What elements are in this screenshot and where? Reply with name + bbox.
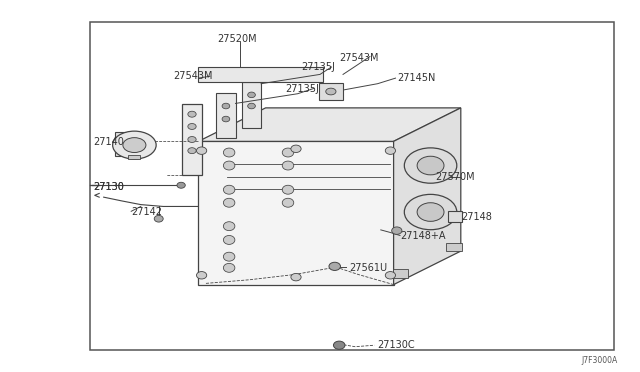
Text: 27543M: 27543M [339, 53, 379, 62]
Text: 27135J: 27135J [301, 62, 335, 72]
Ellipse shape [223, 222, 235, 231]
Ellipse shape [196, 272, 207, 279]
Polygon shape [115, 132, 126, 156]
Ellipse shape [223, 185, 235, 194]
Ellipse shape [113, 131, 156, 159]
Bar [393, 269, 408, 278]
Text: 27140: 27140 [93, 137, 124, 147]
Ellipse shape [223, 148, 235, 157]
Ellipse shape [223, 235, 235, 244]
Ellipse shape [223, 252, 235, 261]
Ellipse shape [392, 227, 402, 234]
Text: 27543M: 27543M [173, 71, 212, 81]
Polygon shape [198, 108, 461, 141]
Polygon shape [394, 108, 461, 285]
Ellipse shape [223, 263, 235, 272]
Ellipse shape [417, 156, 444, 175]
Text: 27148: 27148 [461, 212, 492, 221]
Ellipse shape [223, 198, 235, 207]
Bar [319, 83, 343, 100]
Ellipse shape [154, 215, 163, 222]
Ellipse shape [177, 182, 186, 188]
Text: J7F3000A: J7F3000A [581, 356, 618, 365]
Ellipse shape [404, 195, 457, 230]
Text: 27561U: 27561U [349, 263, 388, 273]
Text: 27148+A: 27148+A [400, 231, 445, 241]
Ellipse shape [223, 161, 235, 170]
Ellipse shape [188, 148, 196, 154]
Ellipse shape [291, 145, 301, 153]
Ellipse shape [404, 148, 457, 183]
Ellipse shape [329, 262, 340, 270]
Bar [128, 155, 140, 159]
Ellipse shape [188, 111, 196, 117]
Ellipse shape [326, 88, 336, 95]
Bar [90, 22, 614, 350]
Bar [448, 211, 462, 222]
Text: 27130: 27130 [93, 182, 124, 192]
Ellipse shape [123, 138, 146, 153]
Bar [198, 67, 323, 82]
Ellipse shape [282, 161, 294, 170]
Bar [447, 243, 462, 251]
Text: 27520M: 27520M [218, 34, 257, 44]
Ellipse shape [248, 92, 255, 98]
Text: 27145N: 27145N [397, 73, 435, 83]
Text: 27130: 27130 [93, 182, 124, 192]
Text: 27142: 27142 [131, 207, 162, 217]
Ellipse shape [222, 103, 230, 109]
Ellipse shape [333, 341, 345, 349]
Ellipse shape [222, 116, 230, 122]
Ellipse shape [282, 185, 294, 194]
Bar [242, 82, 261, 128]
Polygon shape [198, 141, 394, 285]
Ellipse shape [282, 148, 294, 157]
Ellipse shape [188, 124, 196, 129]
Ellipse shape [385, 147, 396, 154]
Ellipse shape [188, 137, 196, 142]
Text: 27570M: 27570M [435, 173, 475, 182]
Ellipse shape [291, 273, 301, 281]
Text: 27130C: 27130C [378, 340, 415, 350]
Ellipse shape [385, 272, 396, 279]
Ellipse shape [248, 103, 255, 109]
Ellipse shape [282, 198, 294, 207]
Ellipse shape [196, 147, 207, 154]
Bar [182, 104, 202, 175]
Ellipse shape [417, 203, 444, 221]
Text: 27135J: 27135J [285, 84, 319, 93]
Bar [216, 93, 236, 138]
